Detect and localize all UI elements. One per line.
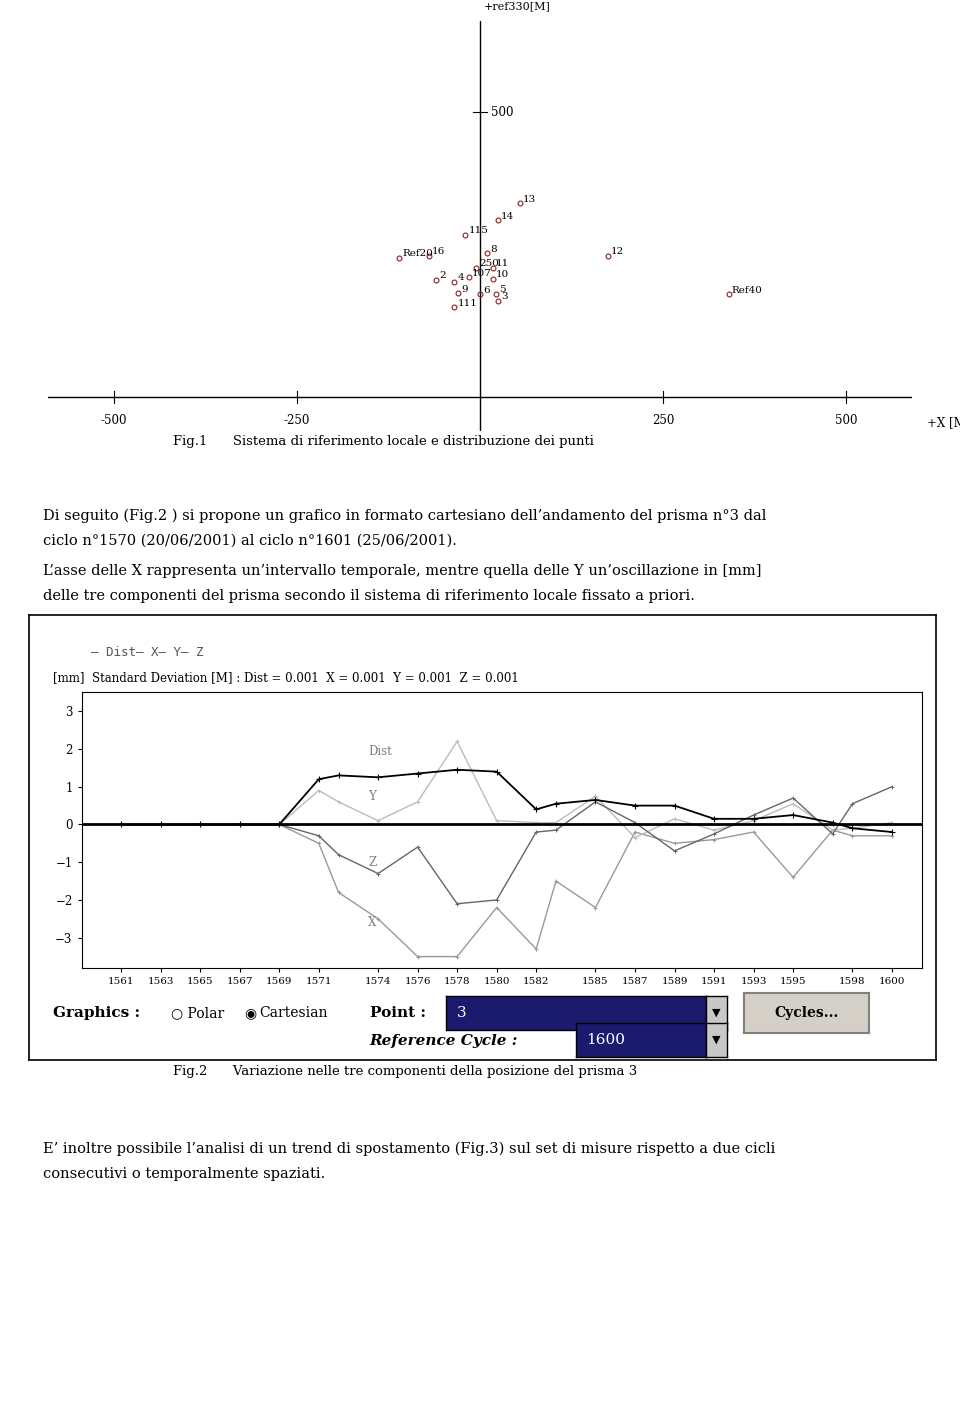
Text: 6: 6 [483, 285, 490, 295]
Text: L’asse delle X rappresenta un’intervallo temporale, mentre quella delle Y un’osc: L’asse delle X rappresenta un’intervallo… [43, 564, 761, 578]
Text: Fig.2      Variazione nelle tre componenti della posizione del prisma 3: Fig.2 Variazione nelle tre componenti de… [173, 1065, 637, 1078]
Text: Di seguito (Fig.2 ) si propone un grafico in formato cartesiano dell’andamento d: Di seguito (Fig.2 ) si propone un grafic… [43, 509, 767, 523]
Text: 2: 2 [439, 271, 445, 280]
Text: 10: 10 [496, 270, 510, 280]
Text: ciclo n°1570 (20/06/2001) al ciclo n°1601 (25/06/2001).: ciclo n°1570 (20/06/2001) al ciclo n°160… [43, 534, 457, 548]
Text: 4: 4 [457, 273, 464, 283]
Text: -500: -500 [101, 414, 127, 427]
Text: Z: Z [369, 856, 376, 869]
Text: ○ Polar: ○ Polar [171, 1006, 224, 1020]
Text: Ref20: Ref20 [402, 249, 433, 259]
Text: 107: 107 [472, 268, 492, 277]
Text: +ref330[M]: +ref330[M] [484, 1, 550, 11]
Text: Cartesian: Cartesian [259, 1006, 327, 1020]
Text: Fig.1      Sistema di riferimento locale e distribuzione dei punti: Fig.1 Sistema di riferimento locale e di… [173, 435, 593, 448]
Text: 8: 8 [491, 244, 497, 254]
Text: 500: 500 [491, 106, 514, 119]
Text: E’ inoltre possibile l’analisi di un trend di spostamento (Fig.3) sul set di mis: E’ inoltre possibile l’analisi di un tre… [43, 1142, 776, 1156]
Text: 12: 12 [612, 247, 624, 256]
Text: 14: 14 [501, 212, 515, 220]
Text: delle tre componenti del prisma secondo il sistema di riferimento locale fissato: delle tre componenti del prisma secondo … [43, 589, 695, 603]
Text: 16: 16 [432, 247, 444, 256]
Text: 111: 111 [457, 298, 477, 308]
Text: Reference Cycle :: Reference Cycle : [370, 1034, 518, 1048]
Text: consecutivi o temporalmente spaziati.: consecutivi o temporalmente spaziati. [43, 1167, 325, 1181]
Text: X: X [369, 917, 376, 930]
Text: Ref40: Ref40 [732, 285, 763, 295]
Text: ▼: ▼ [712, 1007, 720, 1019]
Text: 500: 500 [835, 414, 857, 427]
Text: Graphics :: Graphics : [53, 1006, 140, 1020]
Text: Y: Y [369, 790, 376, 803]
Text: 1600: 1600 [587, 1033, 625, 1047]
Text: Point :: Point : [370, 1006, 425, 1020]
Text: 115: 115 [468, 226, 488, 235]
Text: -250: -250 [284, 414, 310, 427]
Text: 3: 3 [457, 1006, 467, 1020]
Text: ◉: ◉ [245, 1006, 261, 1020]
Text: 5: 5 [499, 285, 506, 294]
Text: 13: 13 [523, 195, 537, 203]
Text: 9: 9 [461, 284, 468, 294]
Text: Dist: Dist [369, 745, 392, 757]
Text: ▼: ▼ [712, 1034, 720, 1046]
Text: [mm]  Standard Deviation [M] : Dist = 0.001  X = 0.001  Y = 0.001  Z = 0.001: [mm] Standard Deviation [M] : Dist = 0.0… [53, 671, 518, 684]
Text: — Dist— X— Y— Z: — Dist— X— Y— Z [91, 646, 204, 658]
Text: +X [M]: +X [M] [926, 415, 960, 430]
Text: 11: 11 [496, 259, 510, 268]
Text: 250: 250 [652, 414, 674, 427]
Text: 3: 3 [501, 292, 508, 301]
Text: 250: 250 [479, 259, 499, 268]
Text: Cycles...: Cycles... [774, 1006, 839, 1020]
